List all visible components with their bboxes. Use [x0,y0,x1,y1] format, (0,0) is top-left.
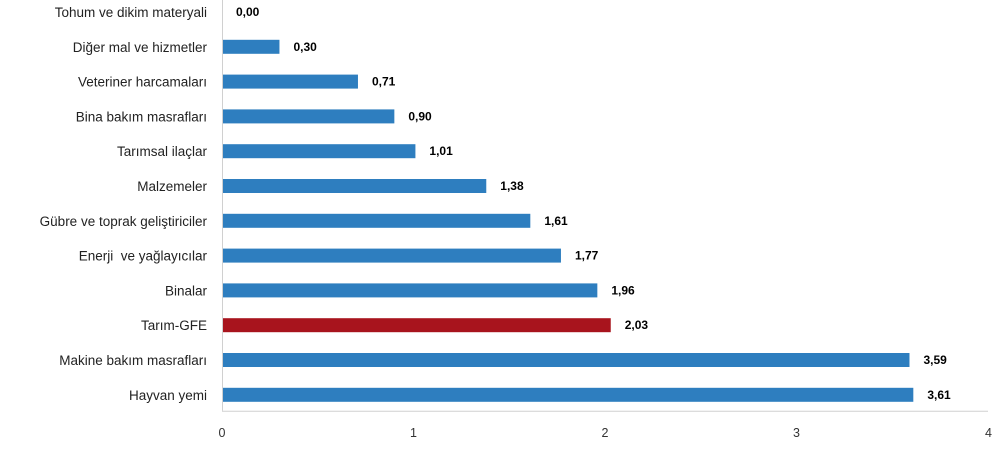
value-label: 3,61 [927,388,951,402]
bar-malzemeler [222,179,487,193]
bar-veteriner-harcamalar [222,74,358,89]
category-label: Enerji ve yağlayıcılar [79,249,208,264]
value-label: 0,00 [236,5,260,19]
category-label: Gübre ve toprak geliştiriciler [40,214,208,229]
category-label: Hayvan yemi [129,388,207,403]
bars-group [222,39,914,402]
x-tick-label: 1 [410,426,417,440]
axes-group [222,0,988,412]
value-label: 2,03 [625,318,649,332]
x-tick-label: 3 [793,426,800,440]
bar-enerji-ve-ya-lay-c-lar [222,248,561,263]
value-label: 1,96 [611,283,635,297]
category-label: Tarımsal ilaçlar [117,144,208,159]
x-tick-label: 0 [219,426,226,440]
category-label: Bina bakım masrafları [76,109,207,124]
bar-g-bre-ve-toprak-geli-tiriciler [222,213,531,228]
value-label: 0,30 [293,40,317,54]
bar-hayvan-yemi [222,387,914,402]
category-label: Diğer mal ve hizmetler [73,40,208,55]
category-label: Tohum ve dikim materyali [55,5,207,20]
x-tick-labels-group: 0 1 2 3 4 [219,426,993,440]
value-label: 0,71 [372,75,396,89]
x-tick-label: 4 [985,426,992,440]
x-tick-label: 2 [602,426,609,440]
value-label: 1,01 [429,144,453,158]
value-label: 1,61 [544,214,568,228]
bar-bina-bak-m-masraflar [222,109,395,124]
value-label: 1,77 [575,249,599,263]
category-label: Binalar [165,283,208,298]
value-label: 1,38 [500,179,524,193]
category-label: Makine bakım masrafları [59,353,207,368]
category-label: Malzemeler [137,179,207,194]
bar-tar-m-gfe [222,318,611,333]
bar-tar-msal-ila-lar [222,144,416,159]
value-label: 0,90 [408,109,432,123]
category-labels-group: Tohum ve dikim materyali Diğer mal ve hiz… [40,5,208,403]
category-label: Veteriner harcamaları [78,75,207,90]
value-labels-group: 0,00 0,30 0,71 0,90 1,01 1,38 1,61 1,77 1,96 2,03… [236,5,951,402]
bar-makine-bak-m-masraflar [222,353,910,367]
category-label: Tarım-GFE [141,318,207,333]
value-label: 3,59 [923,353,947,367]
bar-di-er-mal-ve-hizmetler [222,39,280,54]
bar-binalar [222,283,598,298]
